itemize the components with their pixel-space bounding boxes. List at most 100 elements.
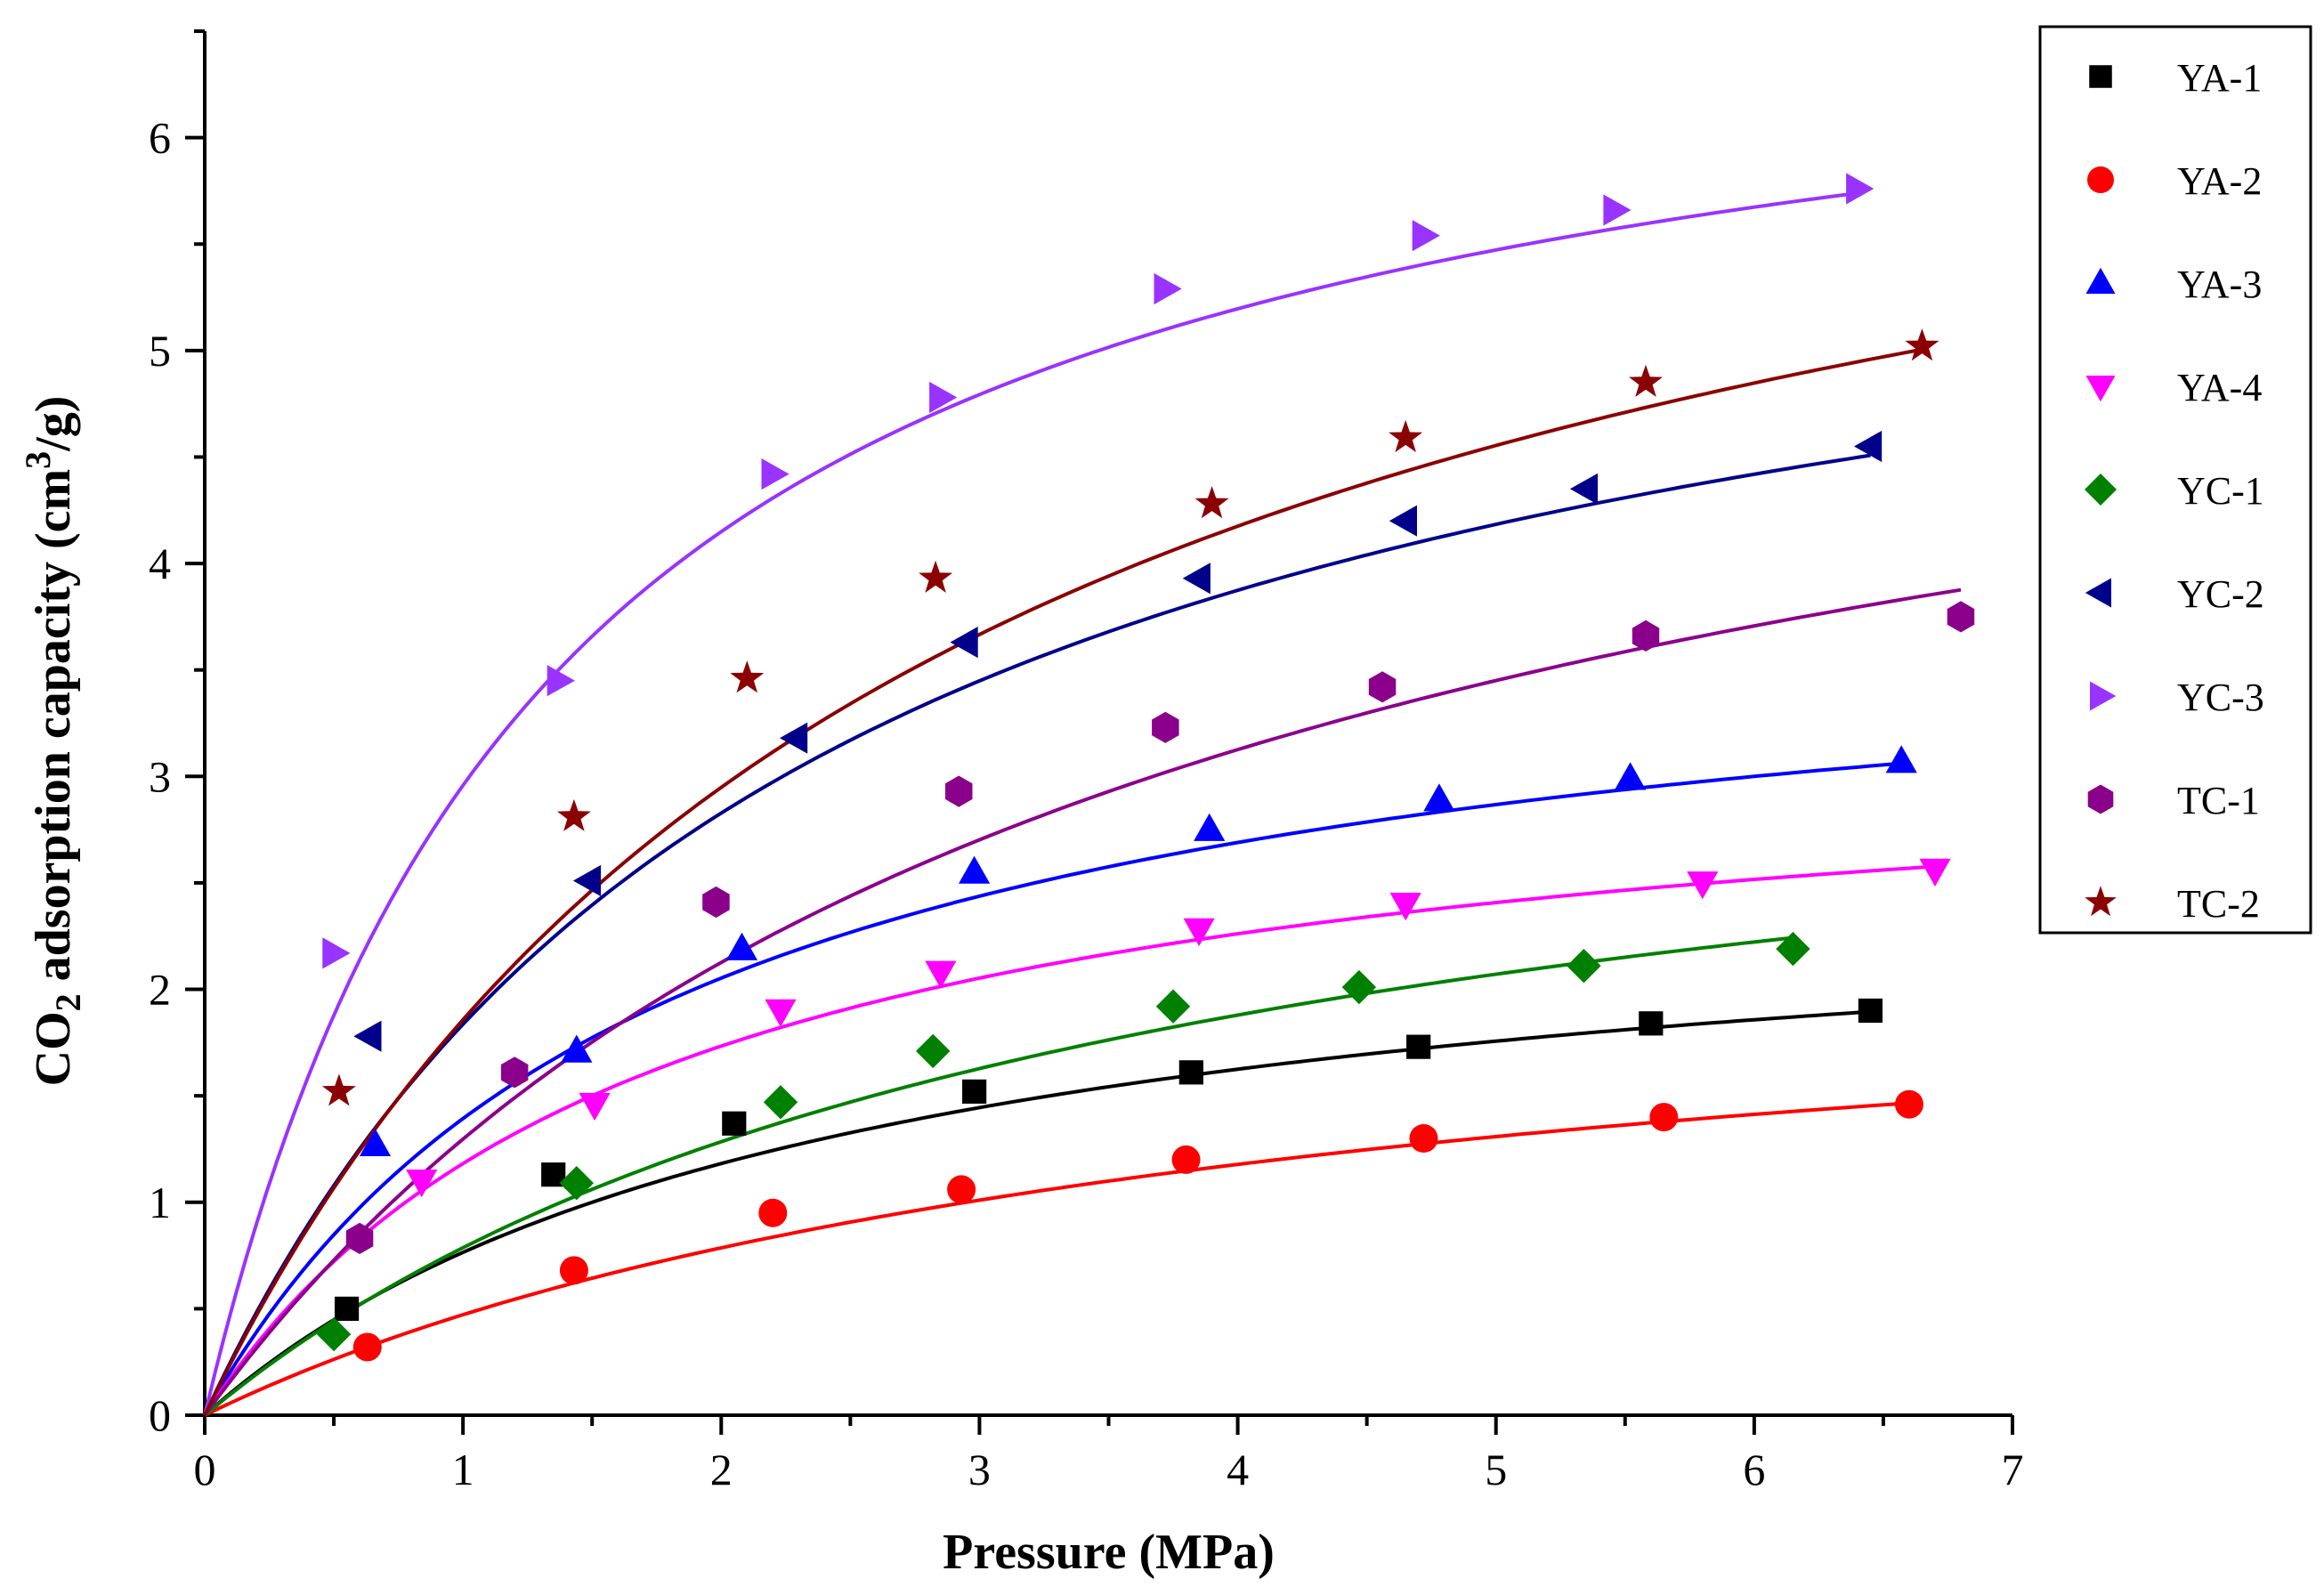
data-point-yc-3: [929, 381, 958, 414]
legend-box: [2038, 25, 2312, 935]
legend-label-ya-2: YA-2: [2177, 159, 2262, 203]
fit-curve-ya-2: [204, 1101, 1910, 1417]
data-point-tc-1: [702, 886, 730, 919]
data-point-ya-2: [352, 1332, 382, 1362]
y-tick-label: 3: [149, 751, 171, 801]
data-point-ya-1: [1858, 998, 1883, 1024]
data-point-tc-1: [345, 1222, 374, 1254]
legend-marker-ya-4: [2085, 376, 2116, 402]
y-tick-label: 1: [149, 1178, 171, 1227]
data-point-ya-2: [1649, 1103, 1679, 1132]
x-tick-label: 1: [452, 1445, 474, 1494]
data-point-tc-2: [1629, 364, 1663, 397]
data-point-yc-3: [1603, 194, 1632, 226]
x-tick-label: 3: [968, 1445, 991, 1494]
y-axis-title: CO2 adsorption capacity (cm3/g): [18, 396, 88, 1087]
data-point-ya-3: [1615, 762, 1647, 790]
data-point-tc-1: [945, 775, 973, 807]
fit-curve-ya-1: [203, 1009, 1871, 1417]
data-point-tc-2: [556, 798, 591, 831]
data-point-ya-2: [559, 1256, 588, 1285]
legend-marker-yc-3: [2090, 681, 2117, 711]
data-point-yc-3: [322, 937, 351, 969]
fit-curve-tc-1: [203, 587, 1962, 1417]
data-point-yc-1: [1155, 989, 1191, 1024]
y-axis-title-superscript: 3: [18, 451, 58, 469]
data-point-yc-1: [316, 1316, 352, 1352]
data-point-ya-3: [959, 855, 991, 884]
data-point-ya-3: [359, 1128, 392, 1156]
x-tick-label: 6: [1743, 1445, 1765, 1494]
data-point-yc-2: [353, 1020, 382, 1052]
x-axis-title: Pressure (MPa): [943, 1525, 1275, 1580]
legend-label-ya-1: YA-1: [2177, 56, 2262, 100]
data-point-ya-2: [1409, 1124, 1438, 1153]
legend-label-yc-3: YC-3: [2177, 676, 2264, 719]
data-point-ya-3: [561, 1034, 593, 1063]
data-point-tc-1: [1632, 619, 1660, 652]
data-point-tc-2: [919, 560, 953, 593]
data-point-ya-4: [765, 999, 797, 1027]
y-tick-label: 0: [149, 1390, 171, 1440]
fit-curve-ya-4: [203, 864, 1936, 1417]
legend-label-tc-1: TC-1: [2177, 779, 2260, 822]
data-point-yc-3: [1412, 220, 1440, 252]
data-points: [316, 173, 1975, 1362]
data-point-ya-4: [1183, 918, 1215, 946]
data-point-tc-2: [1905, 328, 1939, 361]
data-point-ya-4: [1389, 893, 1421, 921]
data-point-ya-1: [722, 1111, 747, 1136]
x-axis-ticks: 0 1 2 3 4 5 6 7: [194, 1415, 2024, 1494]
legend-marker-yc-1: [2085, 474, 2117, 506]
data-point-tc-2: [1389, 419, 1423, 453]
data-point-yc-2: [950, 627, 978, 659]
legend-marker-ya-1: [2089, 65, 2112, 88]
data-point-yc-1: [1567, 949, 1601, 984]
data-point-ya-4: [1687, 871, 1719, 900]
data-point-ya-3: [1194, 813, 1226, 841]
data-point-yc-2: [1182, 563, 1211, 595]
data-point-ya-4: [925, 960, 957, 989]
y-axis-title-subscript: 2: [48, 993, 88, 1011]
data-point-tc-2: [730, 660, 765, 693]
legend-marker-tc-2: [2085, 886, 2117, 917]
data-point-ya-3: [1423, 783, 1455, 812]
y-tick-label: 5: [149, 326, 171, 376]
data-point-tc-1: [1368, 671, 1397, 703]
y-axis-title-suffix: /g): [26, 396, 81, 452]
data-point-yc-2: [780, 722, 808, 754]
x-tick-label: 5: [1485, 1445, 1507, 1494]
fit-curve-ya-3: [203, 761, 1902, 1416]
x-tick-label: 0: [194, 1445, 216, 1494]
legend-label-ya-3: YA-3: [2177, 263, 2262, 306]
data-point-ya-2: [1171, 1145, 1201, 1174]
data-point-yc-2: [1389, 505, 1417, 537]
data-point-ya-2: [1894, 1089, 1923, 1119]
x-tick-label: 7: [2002, 1445, 2024, 1494]
data-point-yc-3: [761, 458, 790, 490]
fit-curve-tc-2: [203, 347, 1923, 1416]
fit-curve-yc-3: [203, 191, 1858, 1416]
data-point-yc-3: [1154, 272, 1182, 305]
data-point-ya-1: [1639, 1011, 1664, 1036]
data-point-yc-2: [1569, 473, 1599, 505]
legend-marker-yc-2: [2085, 578, 2111, 608]
data-point-tc-1: [1947, 601, 1975, 633]
data-point-yc-1: [1341, 969, 1377, 1005]
legend-label-yc-1: YC-1: [2177, 469, 2264, 513]
y-axis-ticks: 0 1 2 3 4 5 6: [149, 29, 205, 1440]
y-axis-title-prefix: CO: [26, 1011, 81, 1086]
data-point-yc-3: [547, 665, 575, 697]
fit-curves: [203, 191, 1962, 1417]
data-point-yc-2: [572, 864, 602, 897]
data-point-tc-1: [500, 1057, 529, 1089]
data-point-tc-1: [1152, 711, 1179, 743]
data-point-yc-1: [559, 1166, 594, 1201]
legend-label-yc-2: YC-2: [2177, 572, 2264, 616]
data-point-ya-4: [406, 1170, 438, 1198]
legend: YA-1 YA-2 YA-3 YA-4 YC-1 YC-2 YC-3 TC-1 TC-2: [2038, 25, 2312, 935]
data-point-ya-1: [334, 1296, 360, 1321]
data-point-ya-4: [1919, 858, 1951, 887]
legend-marker-ya-2: [2087, 166, 2114, 193]
data-point-ya-1: [962, 1079, 987, 1104]
